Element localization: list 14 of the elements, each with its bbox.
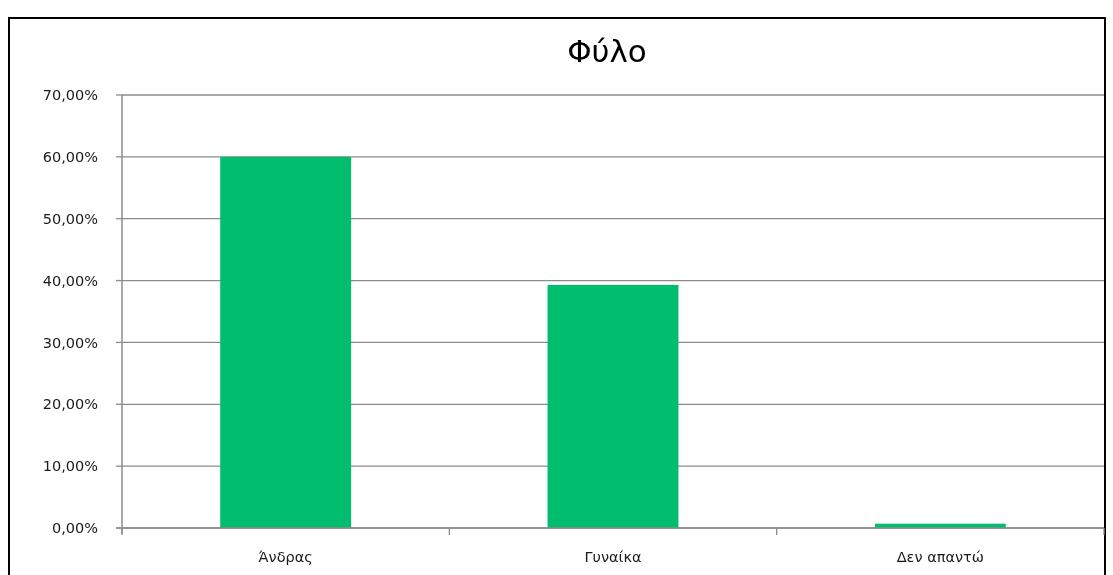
y-tick-label: 60,00% [42,148,98,165]
y-tick-label: 50,00% [42,210,98,227]
chart-title: Φύλο [567,33,647,69]
x-tick-label: Άνδρας [258,549,313,565]
bar [547,284,679,528]
y-tick-label: 10,00% [42,458,98,475]
y-tick-label: 30,00% [42,334,98,351]
y-tick-label: 20,00% [42,396,98,413]
x-tick-label: Δεν απαντώ [896,549,984,565]
y-tick-label: 70,00% [42,87,98,104]
y-tick-label: 40,00% [42,272,98,289]
y-tick-label: 0,00% [51,520,98,537]
x-tick-label: Γυναίκα [584,549,642,565]
bar [220,156,352,528]
